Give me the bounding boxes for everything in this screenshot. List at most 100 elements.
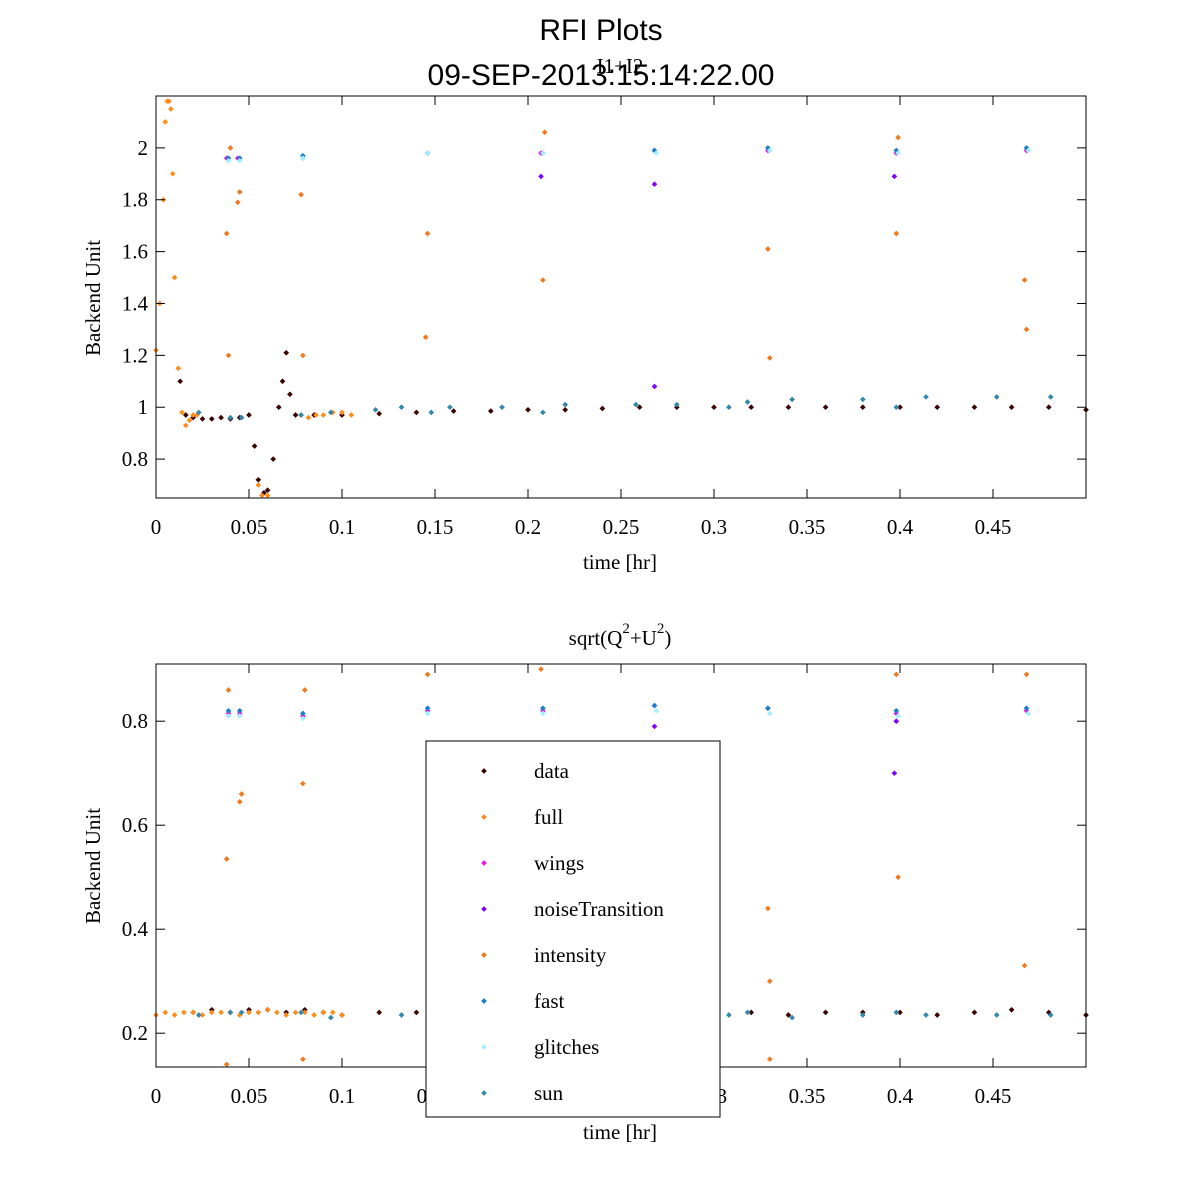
point-intensity: [1021, 962, 1028, 969]
point-glitches: [766, 710, 773, 717]
point-sun: [633, 401, 639, 408]
point-data: [413, 409, 420, 416]
point-intensity: [300, 352, 306, 359]
point-fast: [1023, 705, 1030, 712]
point-data: [487, 408, 494, 414]
legend-marker-full: [481, 814, 487, 820]
legend-marker-intensity: [481, 952, 487, 958]
point-intensity: [422, 334, 429, 341]
legend-label-full: full: [534, 805, 563, 829]
point-sun: [726, 404, 732, 411]
point-data: [275, 404, 282, 411]
point-glitches: [1025, 710, 1032, 717]
legend-marker-noiseTransition: [481, 906, 487, 912]
point-fast: [225, 707, 232, 714]
point-data: [251, 443, 258, 449]
plot-top-ylabel: Backend Unit: [81, 240, 105, 356]
y-tick-label: 1.6: [122, 240, 148, 264]
point-sun: [540, 409, 546, 416]
point-data: [1008, 404, 1015, 411]
point-data: [199, 416, 206, 422]
legend-label-glitches: glitches: [534, 1035, 599, 1059]
legend-label-sun: sun: [534, 1081, 564, 1105]
y-tick-label: 1: [138, 395, 149, 419]
point-full: [320, 412, 327, 418]
point-full: [255, 1009, 262, 1016]
point-full: [283, 1012, 290, 1018]
point-data: [897, 404, 903, 411]
legend-label-data: data: [534, 759, 570, 783]
legend-label-fast: fast: [534, 989, 564, 1013]
point-data: [246, 412, 252, 418]
x-tick-label: 0.15: [417, 515, 454, 539]
point-data: [859, 404, 866, 411]
point-glitches: [225, 713, 232, 719]
plot-bottom-title-base: sqrt(Q: [569, 626, 623, 650]
plot-1-frame: [155, 95, 1087, 499]
point-sun: [744, 399, 751, 405]
point-full: [208, 1009, 215, 1016]
point-intensity: [1023, 326, 1030, 333]
point-full: [179, 409, 185, 416]
point-sun: [562, 401, 569, 408]
y-tick-label: 0.4: [122, 917, 149, 941]
point-data: [822, 404, 829, 411]
point-data: [1008, 1006, 1015, 1013]
point-full: [182, 422, 189, 429]
point-glitches: [895, 713, 901, 719]
point-sun: [327, 409, 334, 416]
y-tick-label: 2: [138, 136, 149, 160]
point-sun: [993, 394, 1000, 400]
point-full: [329, 1009, 336, 1016]
point-data: [270, 456, 277, 462]
point-full: [169, 170, 176, 177]
point-full: [320, 1009, 327, 1016]
point-full: [292, 1009, 299, 1016]
point-intensity: [766, 978, 773, 985]
plot-top-intensity: 0 0.05 0.1 0.15 0.2 0.25 0.3 0.35 0.4 0.45 0.8 1 1.2…: [122, 95, 1089, 539]
point-sun: [447, 404, 453, 411]
y-tick-label: 0.8: [122, 447, 148, 471]
point-glitches: [653, 707, 660, 714]
x-tick-label: 0.4: [887, 515, 914, 539]
point-sun: [327, 1014, 334, 1021]
x-tick-label: 0.05: [231, 1084, 268, 1108]
point-glitches: [766, 147, 773, 154]
point-intensity: [424, 230, 431, 237]
point-sun: [789, 1014, 795, 1021]
point-data: [279, 378, 286, 385]
point-intensity: [895, 874, 901, 881]
point-noiseTransition: [651, 181, 658, 188]
plot-bottom-title-end: ): [664, 626, 671, 650]
point-data: [934, 404, 941, 411]
point-full: [199, 1012, 206, 1018]
legend-marker-glitches: [481, 1044, 487, 1050]
legend-label-wings: wings: [534, 851, 584, 875]
point-intensity: [893, 671, 900, 678]
point-data: [897, 1009, 903, 1016]
point-full: [255, 482, 262, 488]
figure-title-line1: RFI Plots: [539, 14, 662, 47]
point-full: [246, 1009, 252, 1016]
x-tick-label: 0.25: [603, 515, 640, 539]
point-intensity: [300, 780, 306, 787]
point-sun: [923, 394, 929, 400]
point-noiseTransition: [893, 718, 900, 725]
point-glitches: [236, 713, 243, 719]
point-full: [162, 1009, 169, 1016]
point-intensity: [765, 246, 771, 252]
point-data: [1045, 404, 1052, 411]
plot-top-xlabel: time [hr]: [583, 550, 657, 574]
point-data: [292, 412, 299, 418]
point-data: [182, 412, 189, 418]
point-intensity: [301, 687, 308, 693]
point-sun: [893, 404, 900, 411]
y-tick-label: 1.2: [122, 343, 148, 367]
point-data: [525, 406, 531, 413]
x-tick-label: 0.35: [789, 1084, 826, 1108]
point-full: [264, 492, 271, 499]
point-sun: [238, 1009, 245, 1016]
x-tick-label: 0.4: [887, 1084, 914, 1108]
point-intensity: [298, 191, 304, 198]
point-data: [971, 404, 978, 411]
